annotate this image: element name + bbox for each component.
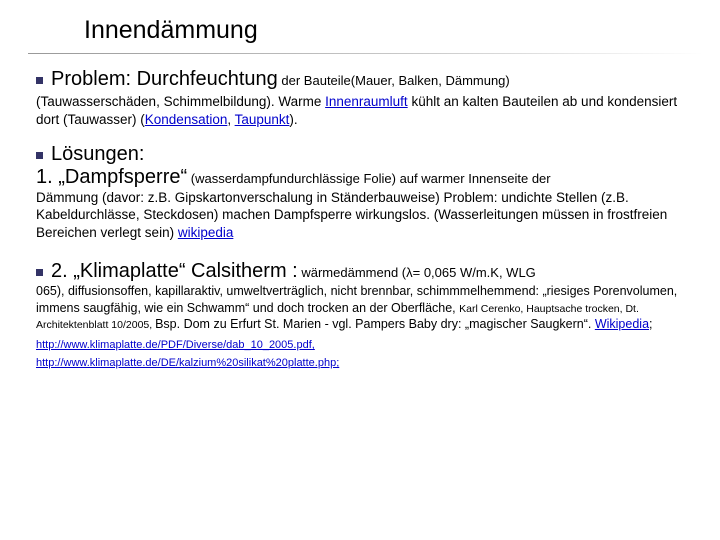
problem-body-end: ). bbox=[289, 112, 297, 127]
solution-1: 1. „Dampfsperre“ (wasserdampfundurchläss… bbox=[36, 166, 696, 242]
title-rule bbox=[28, 53, 704, 54]
link-taupunkt[interactable]: Taupunkt bbox=[235, 112, 290, 127]
link-wikipedia-1[interactable]: wikipedia bbox=[178, 225, 234, 240]
problem-body-pre: (Tauwasserschäden, Schimmelbildung). War… bbox=[36, 94, 325, 109]
problem-body: (Tauwasserschäden, Schimmelbildung). War… bbox=[36, 93, 696, 129]
sol2-lead: 2. „Klimaplatte“ Calsitherm : bbox=[51, 260, 298, 282]
footer-link-1[interactable]: http://www.klimaplatte.de/PDF/Diverse/da… bbox=[36, 339, 696, 351]
sol2-semi: ; bbox=[649, 317, 652, 331]
bullet-icon bbox=[36, 269, 43, 276]
problem-sep: , bbox=[227, 112, 234, 127]
sol2-body-post: Bsp. Dom zu Erfurt St. Marien - vgl. Pam… bbox=[155, 317, 595, 331]
sol1-lead: 1. „Dampfsperre“ bbox=[36, 166, 187, 188]
solution-2-section: 2. „Klimaplatte“ Calsitherm : wärmedämme… bbox=[36, 260, 696, 369]
problem-lead: Problem: Durchfeuchtung bbox=[51, 68, 278, 90]
footer-link-2[interactable]: http://www.klimaplatte.de/DE/kalzium%20s… bbox=[36, 357, 696, 369]
problem-trail: der Bauteile(Mauer, Balken, Dämmung) bbox=[278, 73, 510, 88]
sol1-body: Dämmung (davor: z.B. Gipskartonverschalu… bbox=[36, 189, 696, 242]
link-innenraumluft[interactable]: Innenraumluft bbox=[325, 94, 408, 109]
bullet-icon bbox=[36, 77, 43, 84]
problem-section: Problem: Durchfeuchtung der Bauteile(Mau… bbox=[36, 68, 696, 129]
sol2-trail: wärmedämmend (λ= 0,065 W/m.K, WLG bbox=[298, 265, 536, 280]
link-kondensation[interactable]: Kondensation bbox=[145, 112, 228, 127]
solutions-section: Lösungen: 1. „Dampfsperre“ (wasserdampfu… bbox=[36, 143, 696, 242]
bullet-icon bbox=[36, 152, 43, 159]
sol2-body: 065), diffusionsoffen, kapillaraktiv, um… bbox=[36, 283, 696, 333]
link-wikipedia-2[interactable]: Wikipedia bbox=[595, 317, 649, 331]
sol1-trail: (wasserdampfundurchlässige Folie) auf wa… bbox=[187, 171, 550, 186]
sol1-body-text: Dämmung (davor: z.B. Gipskartonverschalu… bbox=[36, 190, 667, 241]
solutions-head: Lösungen: bbox=[51, 143, 144, 165]
slide-title: Innendämmung bbox=[84, 16, 696, 45]
